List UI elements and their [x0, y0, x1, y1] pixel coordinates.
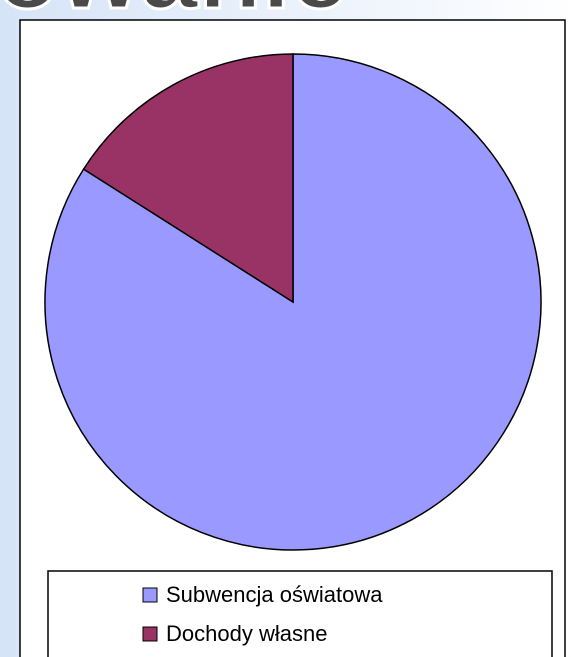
legend-box	[47, 570, 553, 657]
legend-swatch	[142, 626, 158, 642]
legend-label: Dochody własne	[166, 621, 327, 646]
pie-slice	[82, 53, 294, 304]
legend-label: Subwencja oświatowa	[166, 582, 383, 607]
legend: Subwencja oświatowa Dochody własne	[142, 582, 383, 646]
legend-swatch	[142, 587, 158, 603]
pie	[44, 53, 542, 551]
